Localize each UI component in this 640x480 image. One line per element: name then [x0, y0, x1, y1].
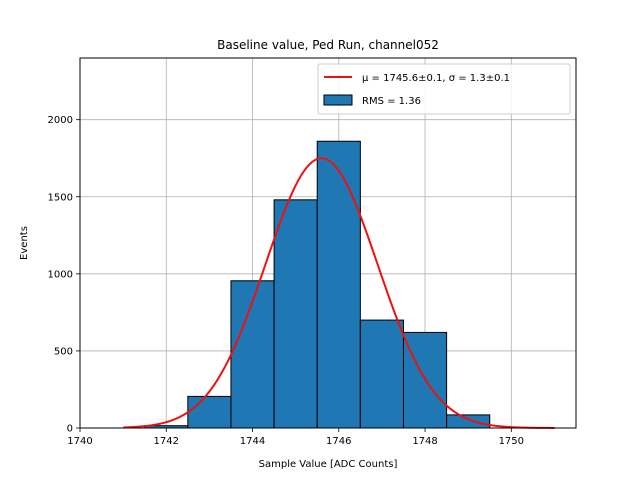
legend-swatch-patch: [323, 94, 353, 106]
x-tick-label: 1746: [326, 436, 351, 447]
histogram-bar: [359, 319, 404, 429]
x-axis-ticks: 1740 1742 1744 1746 1748 1750: [67, 428, 524, 447]
legend: μ = 1745.6±0.1, σ = 1.3±0.1 RMS = 1.36: [317, 63, 571, 115]
x-tick-label: 1740: [67, 436, 92, 447]
histogram-bar: [187, 395, 232, 429]
legend-box: [317, 63, 571, 115]
histogram-bar: [316, 140, 361, 429]
y-axis-ticks: 0 500 1000 1500 2000: [48, 115, 80, 435]
plot-frame: [79, 57, 577, 429]
x-tick-label: 1750: [499, 436, 524, 447]
y-axis-label: Events: [19, 226, 30, 260]
legend-label: μ = 1745.6±0.1, σ = 1.3±0.1: [362, 73, 510, 84]
fit-curve-group: [123, 157, 555, 429]
x-tick-label: 1748: [412, 436, 437, 447]
gaussian-fit-line: [123, 157, 555, 429]
y-tick-label: 1500: [48, 192, 73, 203]
histogram-bar: [273, 199, 318, 429]
chart-title: Baseline value, Ped Run, channel052: [217, 38, 439, 52]
x-tick-label: 1744: [240, 436, 265, 447]
y-tick-label: 0: [67, 424, 73, 435]
y-tick-label: 500: [54, 346, 73, 357]
legend-label: RMS = 1.36: [362, 96, 421, 107]
y-tick-label: 1000: [48, 269, 73, 280]
histogram-bar: [446, 414, 491, 429]
x-tick-label: 1742: [154, 436, 179, 447]
x-axis-label: Sample Value [ADC Counts]: [259, 459, 398, 470]
y-tick-label: 2000: [48, 115, 73, 126]
